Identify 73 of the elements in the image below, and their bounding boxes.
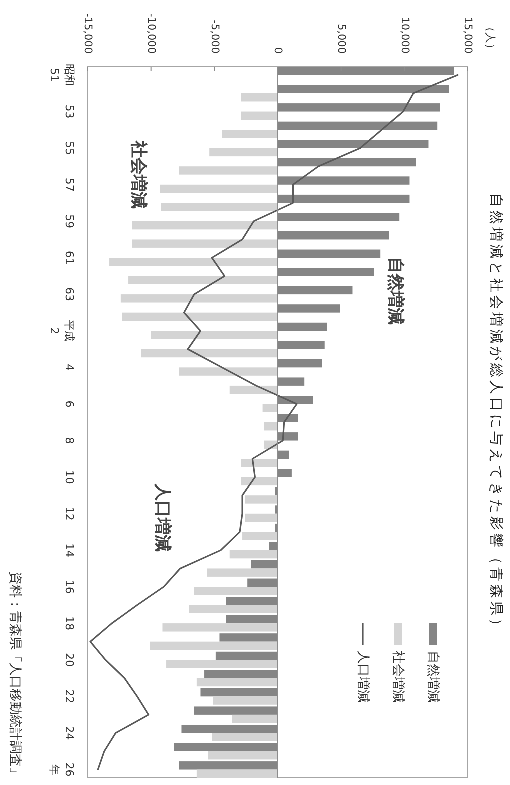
bar	[122, 312, 278, 322]
text: 資料：青森県「人口移動統計調査」	[7, 572, 22, 780]
bar	[162, 624, 278, 632]
bar	[213, 696, 278, 705]
bar	[262, 404, 278, 412]
bar	[241, 459, 278, 468]
y-tick-label: 61	[62, 251, 76, 265]
text: （人）	[484, 22, 497, 54]
bar	[189, 605, 278, 614]
y-tick-label: 57	[62, 178, 76, 192]
bar	[120, 294, 278, 303]
bar	[179, 368, 278, 376]
text: 社会増減	[128, 141, 148, 209]
x-tick-label: -5,000	[208, 20, 221, 54]
y-tick-label: 4	[62, 364, 76, 372]
bar	[245, 496, 278, 504]
y-tick-label: 26	[62, 762, 76, 777]
bar	[230, 550, 278, 559]
y-tick-label: 55	[62, 141, 76, 156]
bar	[141, 349, 278, 358]
y-axis-title: 年	[48, 764, 61, 776]
bar	[160, 184, 278, 194]
y-tick-label: 63	[62, 288, 76, 302]
bar	[264, 422, 278, 431]
x-tick-label: 15,000	[462, 17, 474, 54]
bar	[128, 276, 278, 285]
bar	[241, 477, 278, 486]
bar	[151, 331, 278, 340]
bar	[208, 751, 278, 760]
y-tick-label: 22	[62, 690, 76, 704]
text: 人口増減	[152, 484, 172, 552]
bar	[222, 130, 278, 138]
bar	[245, 514, 278, 522]
bar	[212, 733, 278, 742]
x-tick-label: -10,000	[145, 13, 158, 54]
bar	[210, 148, 278, 157]
bar	[242, 532, 278, 540]
y-tick-label: 24	[62, 726, 76, 740]
legend-label: 人口増減	[355, 651, 372, 703]
bar	[179, 166, 278, 175]
bar	[232, 714, 278, 724]
bar	[166, 660, 278, 668]
bar	[241, 94, 278, 102]
y-tick-label: 18	[62, 616, 76, 631]
legend-label: 社会増減	[390, 651, 406, 703]
y-tick-label: 12	[62, 506, 76, 521]
y-tick-label: 10	[62, 470, 76, 484]
text: 自然増減と社会増減が総人口に与えてきた影響（青森県）	[488, 194, 506, 636]
bar	[196, 678, 278, 687]
y-tick-label: 14	[62, 543, 76, 558]
bar	[194, 587, 278, 596]
y-tick-label: 16	[62, 580, 76, 594]
bar	[132, 240, 278, 248]
bar	[110, 258, 278, 266]
x-tick-label: -15,000	[82, 13, 94, 54]
x-tick-label: 5,000	[335, 24, 348, 54]
y-tick-label: 53	[62, 104, 76, 119]
bar	[196, 770, 278, 778]
bar	[207, 568, 278, 577]
bar	[150, 642, 278, 650]
bar	[241, 112, 278, 120]
y-tick-label: 20	[62, 653, 76, 668]
bar	[132, 221, 278, 230]
y-tick-label: 平成2	[48, 320, 76, 342]
y-tick-label: 6	[62, 400, 76, 408]
x-tick-label: 0	[272, 47, 284, 54]
y-tick-label: 59	[62, 214, 76, 228]
y-tick-label: 昭和51	[48, 64, 76, 86]
x-tick-label: 10,000	[398, 17, 411, 54]
y-tick-label: 8	[62, 437, 76, 444]
legend-label: 自然増減	[425, 651, 442, 703]
text: 自然増減	[385, 257, 406, 325]
bar	[161, 203, 278, 212]
